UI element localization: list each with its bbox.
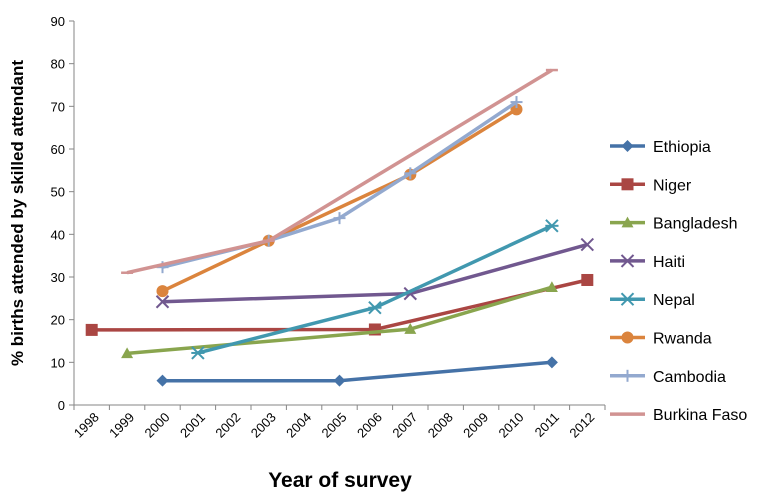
data-point [621, 216, 634, 228]
data-point [621, 369, 634, 382]
data-point [191, 346, 205, 360]
legend-item: Niger [610, 177, 692, 194]
y-tick-label: 70 [51, 99, 65, 114]
data-point [510, 96, 523, 109]
x-tick-label: 2009 [460, 410, 491, 441]
legend-label: Haiti [653, 254, 685, 271]
series-line [126, 68, 553, 275]
data-point [156, 374, 169, 387]
data-point [85, 323, 98, 336]
data-point [121, 347, 134, 359]
legend-item: Rwanda [610, 331, 712, 348]
legend-item: Ethiopia [610, 139, 711, 156]
data-point [333, 212, 346, 225]
data-point [620, 254, 635, 268]
legend-label: Bangladesh [653, 216, 738, 233]
x-tick-label: 2008 [425, 410, 456, 441]
series-line [162, 360, 553, 383]
x-tick-label: 2006 [354, 410, 385, 441]
data-point [581, 273, 594, 286]
x-tick-label: 2003 [248, 410, 279, 441]
y-tick-label: 90 [51, 14, 65, 29]
x-axis-ticks: 1998 1999 2000 2001 2002 2003 2004 2005 2006 2007… [71, 405, 606, 441]
x-tick-label: 2005 [319, 410, 350, 441]
x-tick-label: 2001 [177, 410, 208, 441]
series-burkina-faso [121, 68, 558, 275]
data-point [404, 323, 417, 334]
data-point [368, 301, 382, 315]
legend-label: Rwanda [653, 331, 712, 348]
series-bangladesh [121, 281, 558, 359]
x-tick-label: 2007 [389, 410, 420, 441]
data-point [545, 281, 558, 293]
data-point [620, 292, 635, 306]
legend-label: Burkina Faso [653, 407, 747, 424]
y-axis-ticks: 0 10 20 30 40 50 60 70 80 90 [51, 14, 74, 413]
legend-item: Nepal [610, 292, 695, 309]
x-tick-label: 2002 [212, 410, 243, 441]
y-tick-label: 0 [58, 398, 65, 413]
series-niger [85, 273, 594, 336]
series-nepal [191, 219, 559, 360]
data-point [545, 219, 559, 233]
series-rwanda [156, 103, 523, 298]
x-axis-title: Year of survey [268, 469, 412, 492]
series-line [162, 100, 518, 269]
y-tick-label: 30 [51, 270, 65, 285]
x-tick-label: 2012 [566, 410, 597, 441]
data-point [156, 285, 169, 298]
y-axis-title: % births attended by skilled attendant [8, 60, 27, 366]
x-tick-label: 2010 [496, 410, 527, 441]
legend-label: Niger [653, 177, 692, 194]
legend-item: Haiti [610, 254, 685, 271]
legend-label: Cambodia [653, 369, 726, 386]
legend-item: Cambodia [610, 369, 726, 386]
y-tick-label: 40 [51, 227, 65, 242]
x-tick-label: 1999 [106, 410, 137, 441]
legend-item: Burkina Faso [610, 407, 747, 424]
x-tick-label: 2011 [532, 410, 562, 440]
legend-label: Ethiopia [653, 139, 711, 156]
legend-label: Nepal [653, 292, 695, 309]
data-point [621, 140, 634, 152]
series-line [161, 107, 518, 293]
y-tick-label: 80 [51, 57, 65, 72]
y-tick-label: 50 [51, 185, 65, 200]
series-ethiopia [156, 356, 558, 387]
y-tick-label: 10 [51, 355, 65, 370]
x-tick-label: 2000 [142, 410, 173, 441]
data-point [404, 167, 417, 180]
data-point [510, 103, 523, 116]
data-point [621, 178, 634, 191]
data-point [155, 295, 170, 309]
data-point [621, 331, 634, 344]
series-haiti [155, 237, 595, 309]
plot-area: 0 10 20 30 40 50 60 70 80 90 1998 1999 2000 2001 2002… [51, 14, 606, 441]
x-tick-label: 1998 [71, 410, 102, 441]
data-point [333, 374, 346, 387]
legend: Ethiopia Niger Bangladesh Haiti Nepal Rwanda C… [610, 139, 747, 424]
y-tick-label: 20 [51, 313, 65, 328]
data-point [580, 237, 595, 252]
x-tick-label: 2004 [283, 410, 314, 441]
y-tick-label: 60 [51, 142, 65, 157]
data-point [545, 356, 558, 369]
legend-item: Bangladesh [610, 216, 738, 233]
series-layer [85, 68, 595, 387]
